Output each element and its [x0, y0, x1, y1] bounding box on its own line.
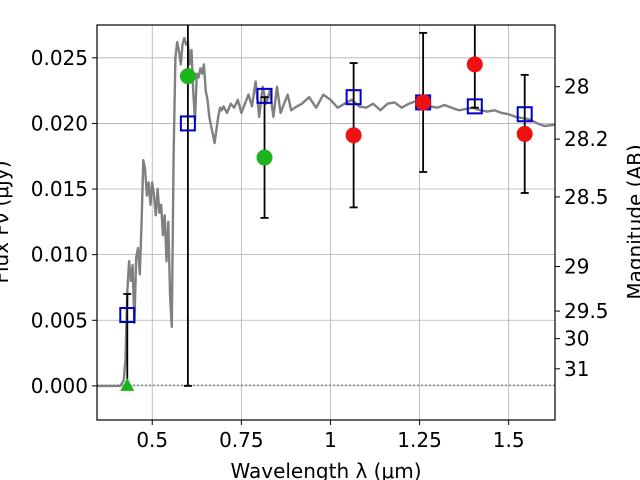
model-photometry-square — [345, 89, 362, 106]
y-tick-label: 0.010 — [31, 243, 88, 267]
ground-photometry-point — [256, 149, 273, 166]
y-axis-label: Flux Fν (μJy) — [0, 160, 13, 283]
space-photometry-point — [466, 56, 483, 73]
plot-frame — [96, 24, 556, 421]
y-tick-label: 0.025 — [31, 46, 88, 70]
x-tick-label: 1 — [324, 428, 337, 452]
y-tick-label: 0.020 — [31, 111, 88, 135]
grid-lines — [97, 25, 555, 420]
model-photometry-square — [179, 115, 196, 132]
upper-limit-triangle — [120, 377, 135, 391]
space-photometry-point — [415, 94, 432, 111]
model-photometry-square — [516, 106, 533, 123]
y2-tick-label: 28.5 — [564, 185, 609, 209]
model-spectrum-line — [97, 36, 555, 388]
y2-tick-label: 28.2 — [564, 127, 609, 151]
y2-axis-label: Magnitude (AB) — [623, 144, 640, 299]
x-axis-label: Wavelength λ (μm) — [230, 459, 421, 480]
y2-tick-label: 29.5 — [564, 299, 609, 323]
y2-tick-label: 31 — [564, 357, 589, 381]
y2-tick-label: 29 — [564, 254, 589, 278]
ground-photometry-point — [179, 68, 196, 85]
series-layer — [97, 25, 555, 391]
x-tick-label: 1.5 — [493, 428, 525, 452]
y-tick-label: 0.000 — [31, 374, 88, 398]
y-tick-label: 0.015 — [31, 177, 88, 201]
model-photometry-square — [119, 307, 136, 324]
y-tick-label: 0.005 — [31, 308, 88, 332]
axis-ticks: 0.5 0.75 1 1.25 1.5 0.000 0.005 0.010 0.015 0.020… — [31, 46, 609, 452]
x-tick-label: 0.5 — [136, 428, 168, 452]
model-photometry-square — [256, 87, 273, 104]
space-photometry-point — [345, 127, 362, 144]
x-tick-label: 1.25 — [397, 428, 442, 452]
x-tick-label: 0.75 — [219, 428, 264, 452]
model-photometry-square — [466, 98, 483, 115]
space-photometry-point — [516, 125, 533, 142]
y2-tick-label: 28 — [564, 75, 589, 99]
y2-tick-label: 30 — [564, 327, 589, 351]
